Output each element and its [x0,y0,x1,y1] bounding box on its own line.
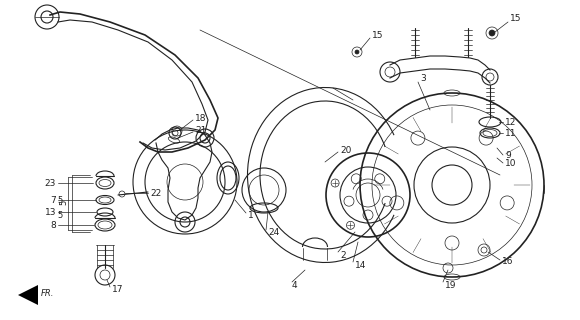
Text: 12: 12 [505,117,516,126]
Text: 13: 13 [45,207,56,217]
Text: 4: 4 [292,281,298,290]
Text: 24: 24 [268,228,279,236]
Text: 20: 20 [340,146,351,155]
Text: 2: 2 [340,251,346,260]
Circle shape [489,30,495,36]
Text: 15: 15 [372,30,383,39]
Text: 3: 3 [420,74,426,83]
Text: 5: 5 [57,196,63,204]
Polygon shape [18,285,38,305]
Text: 5: 5 [60,200,68,205]
Text: 17: 17 [112,285,124,294]
Text: 21: 21 [195,125,206,134]
Text: 19: 19 [445,281,456,290]
Text: 8: 8 [50,220,56,229]
Text: 5: 5 [57,211,63,220]
Text: 22: 22 [150,188,161,197]
Text: 7: 7 [50,196,56,204]
Text: 11: 11 [505,129,517,138]
Text: 1: 1 [248,211,253,220]
Text: FR.: FR. [41,289,55,298]
Text: 15: 15 [510,13,521,22]
Text: 18: 18 [195,114,206,123]
Text: 9: 9 [505,150,511,159]
Text: 23: 23 [45,179,56,188]
Text: 10: 10 [505,158,517,167]
Text: 16: 16 [502,258,513,267]
Text: 14: 14 [355,260,367,269]
Circle shape [355,50,359,54]
